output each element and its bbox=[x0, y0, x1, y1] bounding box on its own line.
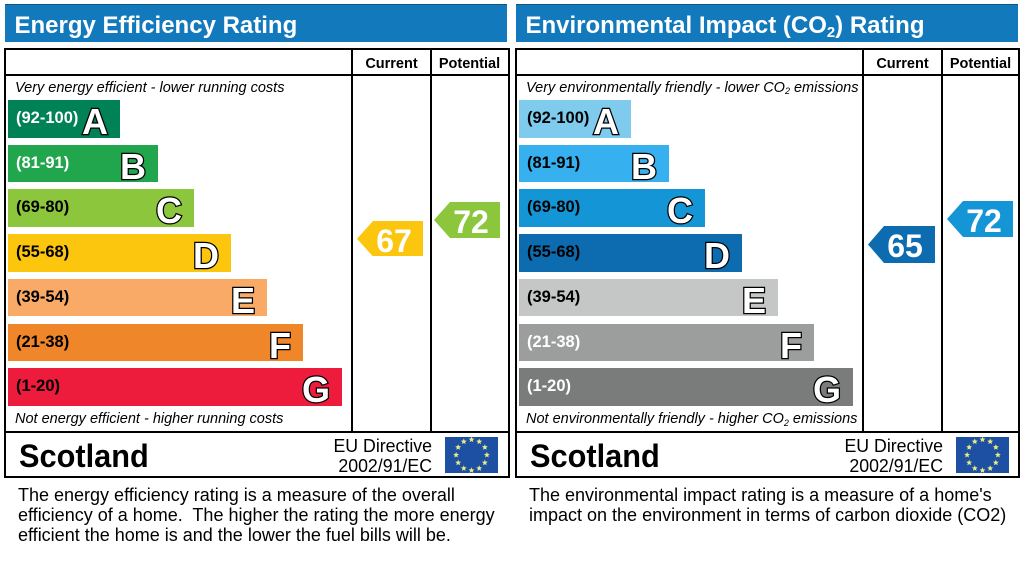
svg-text:C: C bbox=[667, 190, 693, 227]
svg-text:E: E bbox=[742, 280, 766, 317]
svg-text:D: D bbox=[704, 235, 730, 272]
svg-text:72: 72 bbox=[966, 203, 1002, 237]
svg-text:C: C bbox=[156, 190, 182, 227]
svg-text:B: B bbox=[120, 146, 146, 183]
svg-text:65: 65 bbox=[887, 228, 923, 263]
svg-text:D: D bbox=[193, 235, 219, 272]
svg-text:B: B bbox=[631, 146, 657, 183]
svg-text:G: G bbox=[302, 369, 330, 406]
svg-text:67: 67 bbox=[376, 223, 412, 257]
svg-text:F: F bbox=[780, 325, 802, 362]
svg-text:A: A bbox=[593, 101, 619, 138]
svg-text:F: F bbox=[269, 325, 291, 362]
svg-text:E: E bbox=[231, 280, 255, 317]
svg-text:A: A bbox=[82, 101, 108, 138]
svg-text:G: G bbox=[813, 369, 841, 406]
svg-text:72: 72 bbox=[453, 204, 489, 238]
